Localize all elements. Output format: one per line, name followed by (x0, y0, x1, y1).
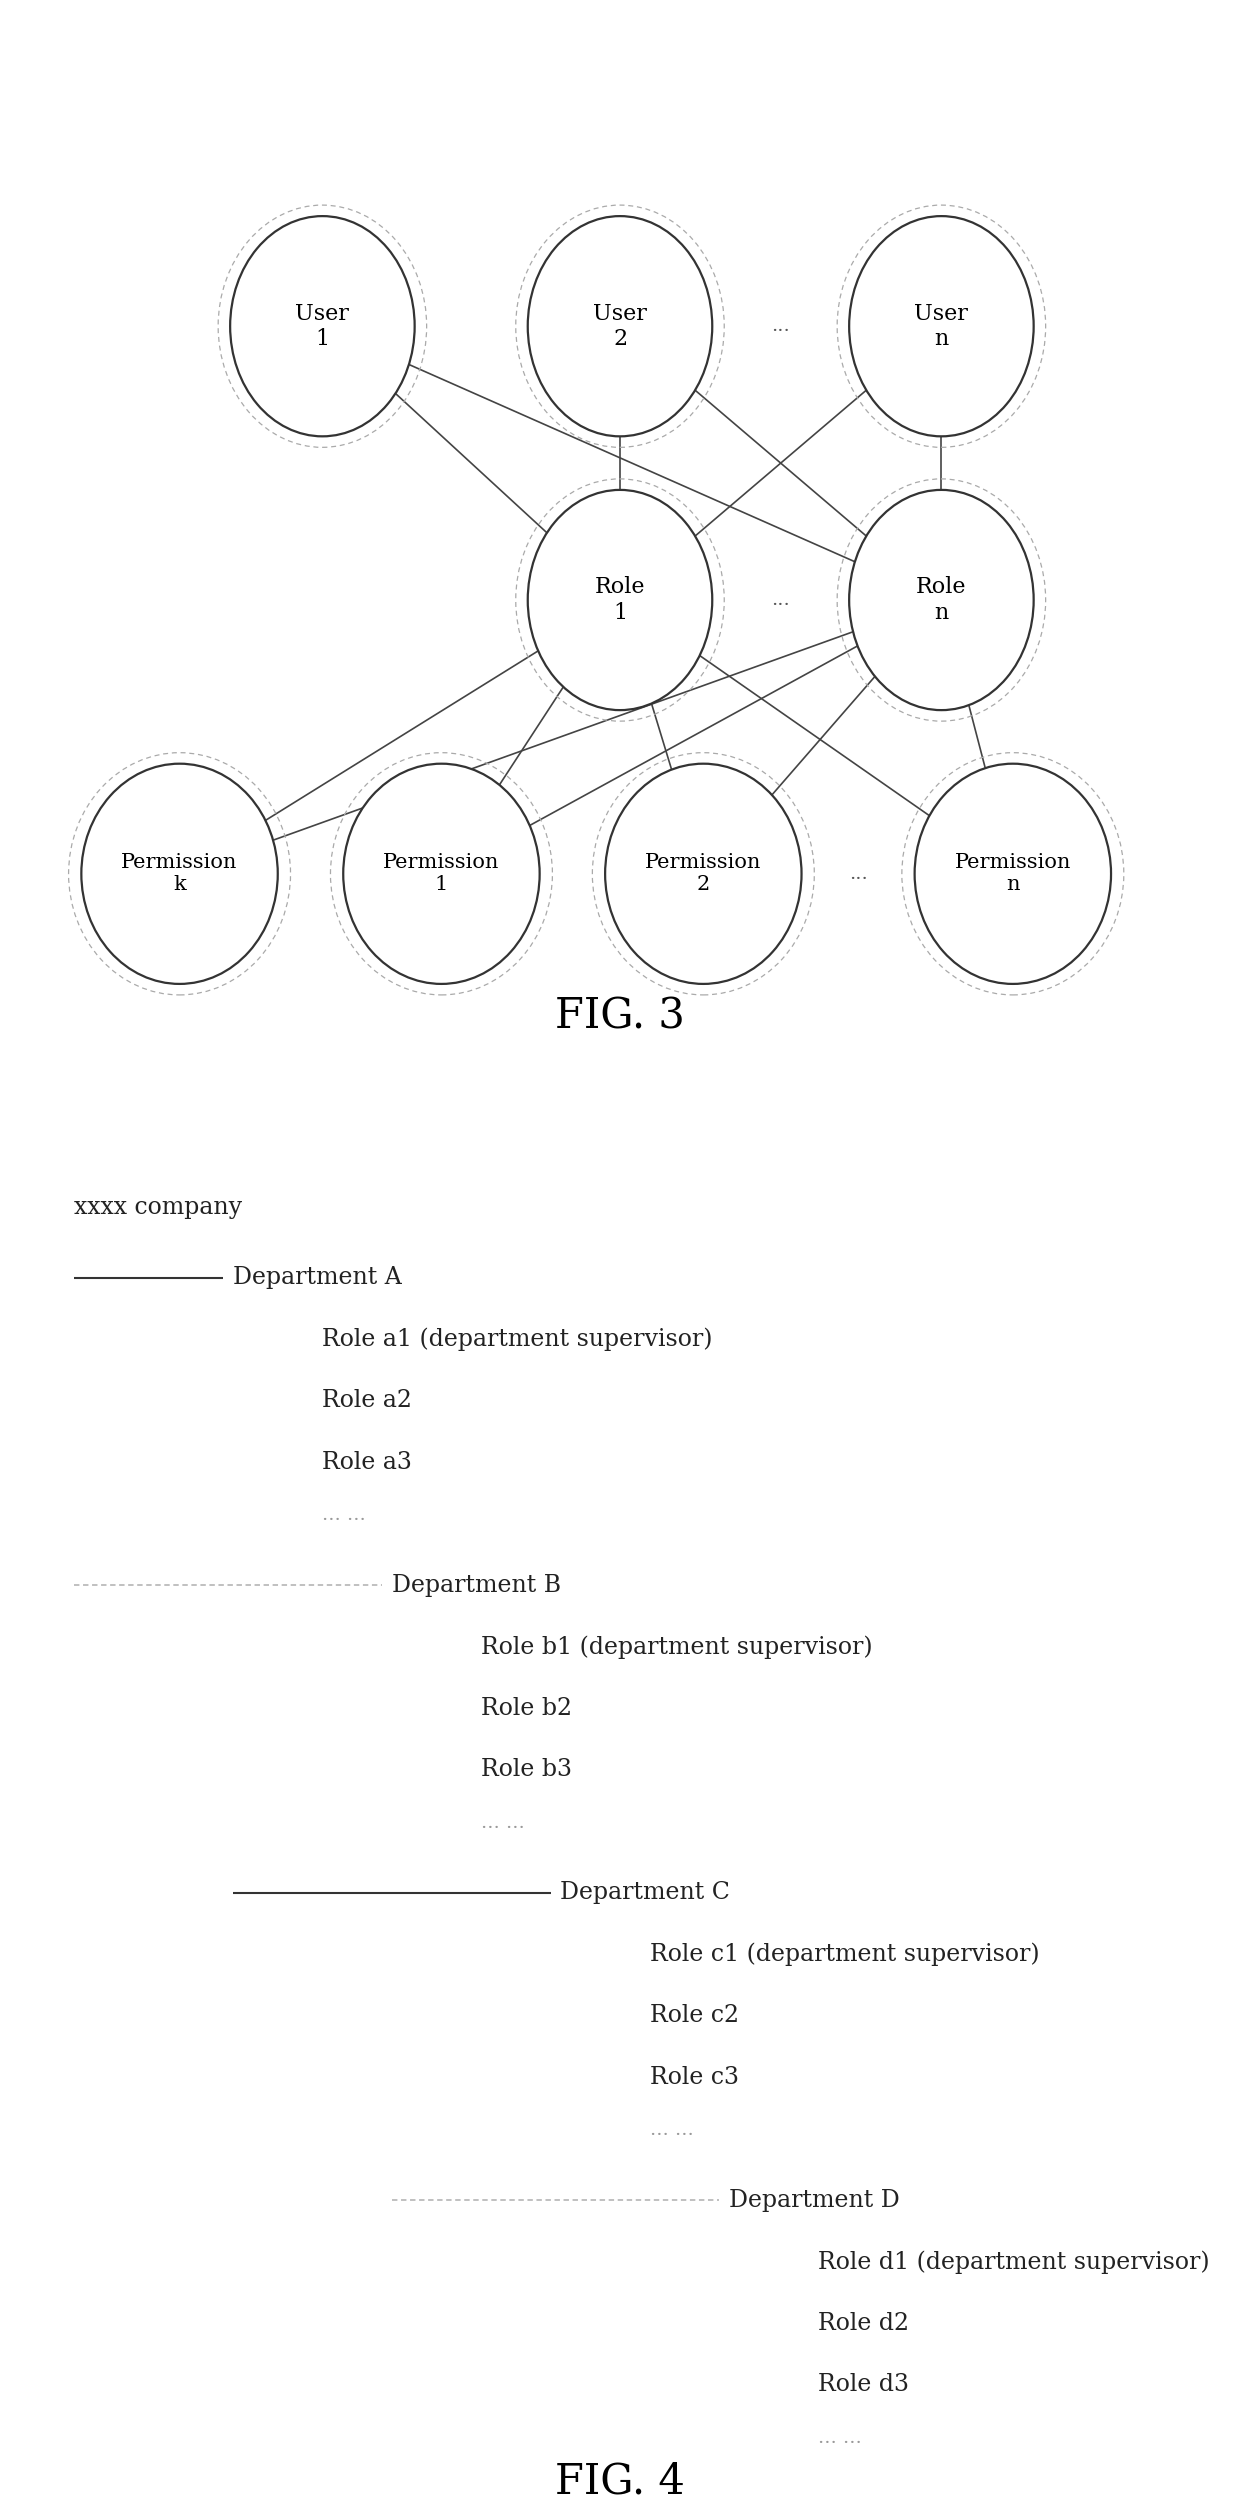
Text: Department B: Department B (392, 1575, 560, 1598)
Text: ... ...: ... ... (322, 1507, 366, 1525)
Text: Role d3: Role d3 (818, 2373, 909, 2398)
Text: Role c3: Role c3 (650, 2067, 739, 2089)
Ellipse shape (849, 216, 1034, 436)
Text: ...: ... (848, 865, 868, 883)
Text: User
n: User n (914, 303, 968, 351)
Text: Permission
1: Permission 1 (383, 853, 500, 895)
Ellipse shape (343, 765, 539, 983)
Text: Permission
k: Permission k (122, 853, 238, 895)
Text: ... ...: ... ... (650, 2122, 693, 2139)
Text: Role b1 (department supervisor): Role b1 (department supervisor) (481, 1635, 873, 1658)
Text: ... ...: ... ... (481, 1813, 525, 1831)
Text: Department D: Department D (729, 2189, 900, 2212)
Ellipse shape (528, 489, 712, 710)
Text: Role b3: Role b3 (481, 1758, 572, 1781)
Text: Permission
2: Permission 2 (645, 853, 761, 895)
Ellipse shape (82, 765, 278, 983)
Ellipse shape (605, 765, 801, 983)
Text: xxxx company: xxxx company (74, 1196, 243, 1219)
Text: Role c2: Role c2 (650, 2004, 739, 2026)
Text: Role a3: Role a3 (322, 1452, 412, 1475)
Text: Role d2: Role d2 (818, 2312, 909, 2335)
Text: Department A: Department A (233, 1267, 402, 1289)
Text: FIG. 3: FIG. 3 (556, 996, 684, 1038)
Text: Role a2: Role a2 (322, 1389, 413, 1412)
Text: Role c1 (department supervisor): Role c1 (department supervisor) (650, 1944, 1039, 1966)
Text: User
2: User 2 (593, 303, 647, 351)
Text: Role a1 (department supervisor): Role a1 (department supervisor) (322, 1327, 713, 1352)
Text: ...: ... (771, 316, 790, 336)
Text: Department C: Department C (560, 1881, 730, 1904)
Text: Role d1 (department supervisor): Role d1 (department supervisor) (818, 2250, 1210, 2275)
Text: Permission
n: Permission n (955, 853, 1071, 895)
Text: Role b2: Role b2 (481, 1698, 572, 1720)
Ellipse shape (231, 216, 414, 436)
Text: Role
1: Role 1 (595, 577, 645, 624)
Text: FIG. 4: FIG. 4 (556, 2460, 684, 2503)
Text: ... ...: ... ... (818, 2428, 862, 2448)
Ellipse shape (915, 765, 1111, 983)
Ellipse shape (849, 489, 1034, 710)
Text: Role
n: Role n (916, 577, 967, 624)
Ellipse shape (528, 216, 712, 436)
Text: User
1: User 1 (295, 303, 350, 351)
Text: ...: ... (771, 592, 790, 609)
